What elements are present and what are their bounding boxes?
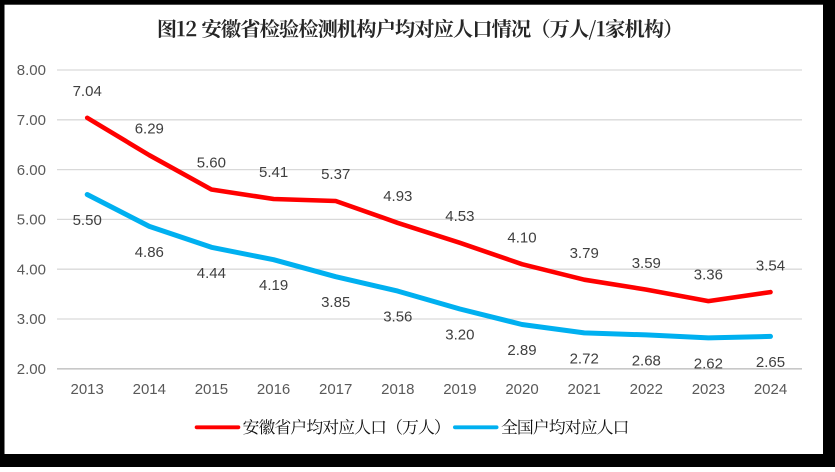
- svg-text:4.44: 4.44: [197, 265, 226, 282]
- svg-text:3.00: 3.00: [17, 311, 46, 328]
- svg-text:5.37: 5.37: [321, 166, 350, 183]
- svg-text:2.89: 2.89: [507, 342, 536, 359]
- svg-text:8.00: 8.00: [17, 62, 46, 79]
- svg-text:2.65: 2.65: [756, 354, 785, 371]
- svg-text:2.00: 2.00: [17, 361, 46, 378]
- svg-text:2017: 2017: [319, 381, 352, 398]
- svg-text:4.19: 4.19: [259, 277, 288, 294]
- svg-text:6.00: 6.00: [17, 162, 46, 179]
- svg-text:2018: 2018: [381, 381, 414, 398]
- svg-text:2024: 2024: [754, 381, 787, 398]
- svg-text:7.04: 7.04: [73, 83, 102, 100]
- svg-text:4.00: 4.00: [17, 261, 46, 278]
- svg-text:5.60: 5.60: [197, 155, 226, 172]
- svg-text:3.20: 3.20: [445, 327, 474, 344]
- svg-text:4.86: 4.86: [135, 244, 164, 261]
- svg-text:2014: 2014: [133, 381, 166, 398]
- svg-text:3.36: 3.36: [694, 266, 723, 283]
- svg-text:3.54: 3.54: [756, 257, 785, 274]
- svg-text:2023: 2023: [692, 381, 725, 398]
- svg-text:5.50: 5.50: [73, 212, 102, 229]
- svg-text:7.00: 7.00: [17, 112, 46, 129]
- svg-text:3.56: 3.56: [383, 309, 412, 326]
- svg-text:2022: 2022: [630, 381, 663, 398]
- svg-text:3.79: 3.79: [570, 245, 599, 262]
- svg-text:2.68: 2.68: [632, 352, 661, 369]
- svg-text:2016: 2016: [257, 381, 290, 398]
- svg-text:2.62: 2.62: [694, 355, 723, 372]
- svg-text:2015: 2015: [195, 381, 228, 398]
- svg-text:5.00: 5.00: [17, 212, 46, 229]
- svg-text:2019: 2019: [443, 381, 476, 398]
- svg-text:2.72: 2.72: [570, 350, 599, 367]
- svg-text:5.41: 5.41: [259, 164, 288, 181]
- svg-text:4.93: 4.93: [383, 188, 412, 205]
- svg-text:4.10: 4.10: [507, 229, 536, 246]
- svg-text:3.85: 3.85: [321, 294, 350, 311]
- svg-text:4.53: 4.53: [445, 208, 474, 225]
- svg-text:6.29: 6.29: [135, 120, 164, 137]
- svg-text:2021: 2021: [568, 381, 601, 398]
- svg-text:2013: 2013: [71, 381, 104, 398]
- svg-text:3.59: 3.59: [632, 255, 661, 272]
- svg-text:2020: 2020: [505, 381, 538, 398]
